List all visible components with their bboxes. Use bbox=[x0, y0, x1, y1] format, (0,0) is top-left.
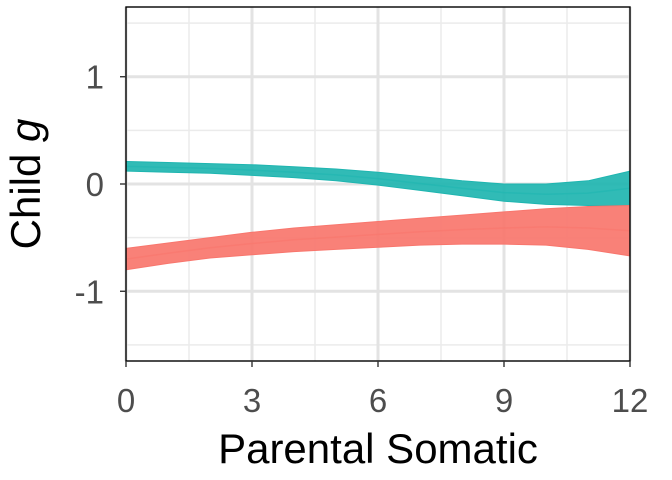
x-axis-title: Parental Somatic bbox=[218, 425, 538, 472]
y-axis-title: Child g bbox=[2, 119, 49, 250]
y-axis-ticks: -1 0 1 bbox=[75, 59, 126, 310]
x-axis-ticks: 0 3 6 9 12 bbox=[117, 361, 649, 419]
band-center-line-0 bbox=[125, 165, 631, 195]
y-axis-title-text: Child bbox=[2, 142, 49, 249]
y-tick-label: 0 bbox=[86, 166, 104, 203]
x-tick-label: 12 bbox=[612, 382, 649, 419]
y-tick-label: 1 bbox=[86, 59, 104, 96]
y-tick-label: -1 bbox=[75, 273, 104, 310]
y-axis-title-variable: g bbox=[2, 119, 49, 142]
band-center-line-1 bbox=[125, 226, 631, 260]
x-tick-label: 0 bbox=[117, 382, 135, 419]
x-tick-label: 9 bbox=[495, 382, 513, 419]
confidence-bands bbox=[125, 160, 631, 271]
x-tick-label: 6 bbox=[369, 382, 387, 419]
x-tick-label: 3 bbox=[243, 382, 261, 419]
